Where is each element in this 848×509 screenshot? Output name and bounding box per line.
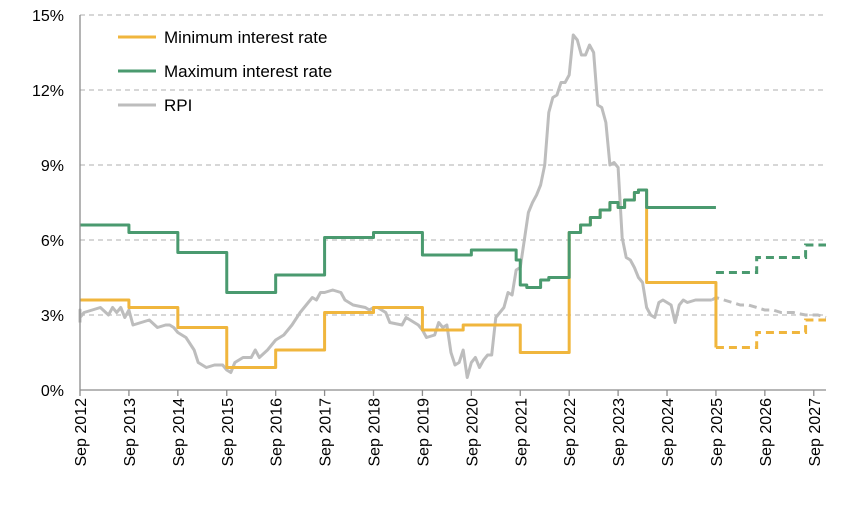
x-tick-label: Sep 2016 — [269, 398, 286, 467]
rpi-projection-line — [711, 295, 827, 319]
axes: 0% 3% 6% 9% 12% 15% Sep 2012 Sep 2013 Sep 2014 Se… — [32, 8, 826, 467]
y-tick-label: 12% — [32, 83, 64, 100]
y-tick-label: 9% — [41, 158, 64, 175]
x-tick-label: Sep 2013 — [122, 398, 139, 467]
x-tick-label: Sep 2023 — [611, 398, 628, 467]
maximum-interest-rate-line — [80, 188, 716, 294]
y-tick-label: 0% — [41, 383, 64, 400]
maximum-interest-rate-legend-label: Maximum interest rate — [164, 62, 332, 81]
x-tick-label: Sep 2027 — [807, 398, 824, 467]
x-tick-label: Sep 2017 — [318, 398, 335, 467]
series-lines — [78, 33, 827, 379]
x-tick-label: Sep 2025 — [709, 398, 726, 467]
x-tick-label: Sep 2015 — [220, 398, 237, 467]
maximum-interest-rate-projection-line — [715, 243, 826, 274]
rpi-legend-label: RPI — [164, 96, 192, 115]
x-tick-label: Sep 2026 — [758, 398, 775, 467]
x-tick-label: Sep 2018 — [367, 398, 384, 467]
x-tick-label: Sep 2019 — [415, 398, 432, 467]
x-tick-label: Sep 2022 — [562, 398, 579, 467]
y-tick-label: 3% — [41, 308, 64, 325]
y-tick-label: 15% — [32, 8, 64, 25]
legend: Minimum interest rate Maximum interest ra… — [118, 28, 332, 115]
minimum-interest-rate-legend-label: Minimum interest rate — [164, 28, 327, 47]
minimum-interest-rate-projection-line — [715, 318, 826, 349]
x-tick-label: Sep 2012 — [73, 398, 90, 467]
x-tick-label: Sep 2014 — [171, 398, 188, 467]
rpi-line — [78, 33, 712, 379]
gridlines — [80, 14, 826, 316]
x-tick-label: Sep 2020 — [464, 398, 481, 467]
x-tick-label: Sep 2021 — [513, 398, 530, 467]
x-tick-label: Sep 2024 — [660, 398, 677, 467]
y-tick-label: 6% — [41, 233, 64, 250]
